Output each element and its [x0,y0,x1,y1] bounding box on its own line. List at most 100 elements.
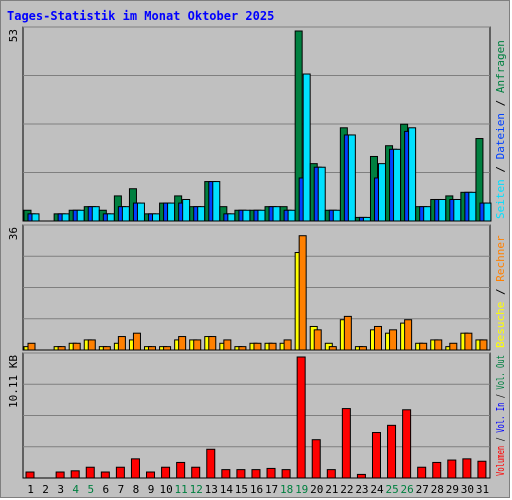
right-legend-bottom: Volumen / Vol. In / Vol. Out [494,355,507,476]
bar-rechner-day-16 [253,342,262,351]
bar-seiten-day-14 [227,213,236,222]
x-tick-label-day-14: 14 [220,483,234,496]
bar-rechner-day-30 [464,332,473,351]
x-tick-label-day-20: 20 [310,483,323,496]
bar-rechner-day-9 [148,346,157,351]
y-max-label-middle: 36 [7,227,20,240]
bar-volumen-day-20 [311,439,321,479]
bar-volumen-day-14 [221,469,231,479]
bar-seiten-day-19 [302,73,311,222]
legend-entry: / [494,433,507,446]
bar-rechner-day-3 [57,346,66,351]
bar-rechner-day-28 [434,339,443,351]
x-tick-label-day-18: 18 [280,483,293,496]
x-tick-label-day-17: 17 [265,483,278,496]
legend-entry: Vol. In [494,403,507,433]
bar-seiten-day-21 [332,209,341,222]
bar-volumen-day-24 [371,432,381,479]
bar-rechner-day-1 [27,342,36,351]
bar-rechner-day-4 [72,342,81,351]
y-max-label-bottom: 10.11 KB [7,355,20,408]
bar-volumen-day-18 [281,469,291,479]
bar-rechner-day-7 [117,336,126,351]
bar-volumen-day-9 [146,471,156,479]
bar-seiten-day-10 [167,202,176,222]
x-tick-label-day-16: 16 [250,483,263,496]
x-tick-label-day-15: 15 [235,483,248,496]
x-tick-label-day-11: 11 [175,483,188,496]
bar-rechner-day-27 [419,342,428,351]
x-tick-label-day-10: 10 [159,483,172,496]
bar-seiten-day-1 [31,213,40,222]
bar-seiten-day-15 [242,209,251,222]
legend-entry: Rechner [494,235,507,282]
bar-volumen-day-11 [176,461,186,479]
y-max-label-top: 53 [7,29,20,42]
bar-seiten-day-11 [182,198,191,222]
bar-rechner-day-31 [479,339,488,351]
x-tick-label-day-12: 12 [190,483,203,496]
x-tick-label-day-4: 4 [72,483,79,496]
bar-volumen-day-23 [356,473,366,479]
bar-volumen-day-27 [417,466,427,479]
x-tick-label-day-26: 26 [401,483,414,496]
x-tick-label-day-21: 21 [325,483,338,496]
chart-title: Tages-Statistik im Monat Oktober 2025 [7,9,275,23]
bar-seiten-day-27 [423,206,432,222]
bar-seiten-day-23 [362,216,371,222]
bar-rechner-day-5 [87,339,96,351]
bar-rechner-day-22 [343,315,352,351]
legend-entry: Vol. Out [494,355,507,390]
bar-seiten-day-26 [408,127,417,222]
legend-entry: / [494,390,507,403]
bar-volumen-day-6 [100,471,110,479]
right-legend-middle: Besuche / Rechner [494,235,507,348]
legend-entry: / [494,93,507,113]
x-tick-label-day-5: 5 [87,483,94,496]
x-tick-label-day-9: 9 [148,483,155,496]
bar-rechner-day-19 [298,235,307,351]
bar-seiten-day-24 [377,163,386,222]
bar-volumen-day-12 [191,466,201,479]
bar-volumen-day-13 [206,448,216,479]
bar-volumen-day-7 [115,466,125,479]
bar-volumen-day-25 [387,424,397,479]
bar-seiten-day-8 [136,202,145,222]
bar-seiten-day-12 [197,206,206,222]
x-tick-label-day-19: 19 [295,483,308,496]
x-tick-label-day-1: 1 [27,483,34,496]
bar-rechner-day-10 [163,346,172,351]
bar-volumen-day-26 [402,409,412,479]
x-tick-label-day-23: 23 [355,483,368,496]
bar-seiten-day-30 [468,191,477,222]
bar-rechner-day-26 [404,319,413,351]
bar-volumen-day-5 [85,466,95,479]
legend-entry: / [494,159,507,179]
x-tick-label-day-31: 31 [476,483,489,496]
bar-rechner-day-18 [283,339,292,351]
bar-rechner-day-13 [208,336,217,351]
x-tick-label-day-7: 7 [118,483,125,496]
x-tick-label-day-30: 30 [461,483,474,496]
bar-rechner-day-25 [389,329,398,351]
bar-rechner-day-12 [193,339,202,351]
bar-volumen-day-21 [326,469,336,479]
bar-seiten-day-13 [212,181,221,222]
bar-rechner-day-20 [313,329,322,351]
legend-entry: Anfragen [494,40,507,93]
right-legend-top: Seiten / Dateien / Anfragen [494,40,507,219]
x-tick-label-day-22: 22 [340,483,353,496]
bar-volumen-day-19 [296,356,306,479]
bar-volumen-day-15 [236,469,246,479]
bar-seiten-day-6 [106,213,115,222]
bar-seiten-day-31 [483,202,492,222]
x-tick-label-day-8: 8 [133,483,140,496]
x-tick-label-day-13: 13 [205,483,218,496]
bar-seiten-day-9 [152,213,161,222]
legend-entry: Besuche [494,302,507,348]
bar-rechner-day-11 [178,336,187,351]
bar-volumen-day-17 [266,467,276,479]
bar-seiten-day-29 [453,198,462,222]
bar-volumen-day-3 [55,471,65,479]
legend-entry: Dateien [494,113,507,159]
